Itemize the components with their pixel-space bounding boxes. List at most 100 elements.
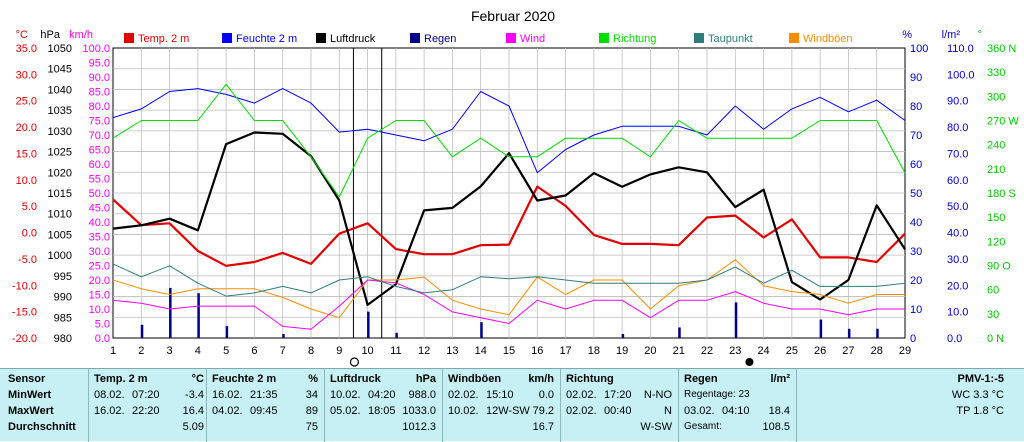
- x-tick-label: 11: [390, 345, 401, 357]
- rain-bar: [876, 328, 879, 338]
- tick-label: 985: [54, 312, 72, 324]
- tick-label: -10.0: [12, 280, 37, 292]
- tick-label: 1030: [48, 126, 72, 138]
- moon-icon: [349, 357, 360, 367]
- legend-swatch: [694, 33, 704, 43]
- moon-icon: [745, 358, 754, 366]
- tick-label: 30: [910, 246, 922, 258]
- tick-label: 70.0: [89, 130, 110, 142]
- tick-label: 20.0: [947, 280, 968, 292]
- tick-label: 180 S: [987, 188, 1016, 200]
- axis-unit: °C: [16, 29, 28, 41]
- rain-bar: [819, 319, 823, 338]
- humidity-min-date: 16.02.: [212, 389, 243, 401]
- x-tick-label: 29: [899, 345, 911, 357]
- rain-max-date: 03.02.: [684, 405, 715, 417]
- pmv-title: PMV-1:-5: [957, 373, 1004, 385]
- legend-label: Temp. 2 m: [138, 33, 189, 45]
- tick-label: 40.0: [89, 217, 110, 229]
- rain-unit: l/m²: [770, 373, 790, 385]
- x-tick-label: 9: [336, 345, 342, 357]
- tick-label: 70.0: [947, 148, 968, 160]
- rain-bar: [621, 334, 625, 338]
- tick-label: 50.0: [89, 188, 110, 200]
- tick-label: 65.0: [89, 145, 110, 157]
- humidity-avg: 75: [305, 421, 318, 433]
- tick-label: 20.0: [16, 122, 37, 134]
- tick-label: 995: [54, 271, 72, 283]
- tick-label: 35.0: [89, 232, 110, 244]
- pressure-avg: 1012.3: [402, 421, 436, 433]
- gust-max-value: 79.2: [532, 405, 554, 417]
- tick-label: 0.0: [947, 333, 962, 345]
- x-tick-label: 21: [673, 345, 685, 357]
- tick-label: 45.0: [89, 203, 110, 215]
- tick-label: 60: [987, 285, 999, 297]
- direction-title: Richtung: [566, 373, 614, 385]
- tick-label: 30.0: [16, 69, 37, 81]
- x-tick-label: 2: [138, 345, 144, 357]
- tick-label: 980: [54, 333, 72, 345]
- temp-min-time: 07:20: [132, 389, 160, 401]
- axis-unit: °: [978, 29, 982, 41]
- tick-label: 20: [910, 275, 922, 287]
- gust-min-value: 0.0: [538, 389, 554, 401]
- x-tick-label: 22: [701, 345, 713, 357]
- series-line: [112, 263, 906, 297]
- gust-max-time: 12W-SW: [486, 405, 530, 417]
- x-tick-label: 27: [842, 345, 854, 357]
- humidity-min-time: 21:35: [250, 389, 278, 401]
- pressure-title: Luftdruck: [330, 373, 381, 385]
- direction-min-time: 17:20: [604, 389, 632, 401]
- series-lines: [112, 83, 906, 330]
- humidity-max-date: 04.02.: [212, 405, 243, 417]
- x-tick-label: 8: [308, 345, 314, 357]
- rain-bar: [678, 327, 681, 338]
- tick-label: 1035: [48, 105, 72, 117]
- tick-label: 0.0: [95, 333, 110, 345]
- legend-label: Richtung: [613, 33, 656, 45]
- humidity-unit: %: [308, 373, 318, 385]
- tick-label: 1050: [48, 43, 72, 55]
- tick-label: 1000: [48, 250, 72, 262]
- tick-label: 100.0: [82, 43, 110, 55]
- tick-label: 35.0: [16, 43, 37, 55]
- legend-swatch: [599, 33, 609, 43]
- x-tick-label: 20: [644, 345, 656, 357]
- tick-label: 15.0: [89, 290, 110, 302]
- tick-label: 10.0: [89, 304, 110, 316]
- temp-min-value: -3.4: [185, 389, 204, 401]
- x-tick-label: 19: [616, 345, 628, 357]
- rain-bar: [395, 332, 398, 338]
- rain-max-value: 18.4: [768, 405, 790, 417]
- tick-label: 50: [910, 188, 922, 200]
- rain-bar: [225, 326, 229, 338]
- tick-label: 55.0: [89, 174, 110, 186]
- pressure-min-value: 988.0: [408, 389, 436, 401]
- tick-label: 20.0: [89, 275, 110, 287]
- tick-label: 30: [987, 309, 999, 321]
- x-tick-label: 3: [167, 345, 173, 357]
- weather-chart: Februar 2020 Temp. 2 m Feuchte 2 m Luftdru…: [12, 8, 1019, 367]
- direction-max-value: N: [664, 405, 672, 417]
- legend-label: Wind: [520, 33, 545, 45]
- pressure-min-time: 04:20: [368, 389, 396, 401]
- tick-label: 60.0: [89, 159, 110, 171]
- tick-label: 1015: [48, 188, 72, 200]
- summary-table: Sensor MinWert MaxWert Durchschnitt Temp…: [0, 368, 1024, 442]
- rain-title: Regen: [684, 373, 718, 385]
- tick-label: 10.0: [16, 175, 37, 187]
- direction-max-time: 00:40: [604, 405, 632, 417]
- tick-label: 80.0: [89, 101, 110, 113]
- legend-swatch: [410, 33, 420, 43]
- rain-bar: [140, 324, 144, 338]
- series-line: [112, 279, 905, 330]
- gust-unit: km/h: [528, 373, 554, 385]
- tick-label: 0: [910, 333, 916, 345]
- tick-label: 30.0: [89, 246, 110, 258]
- right-axes: 1009080706050403020100110.0100.090.080.0…: [910, 43, 1019, 345]
- humidity-max-value: 89: [305, 405, 318, 417]
- tick-label: -5.0: [18, 254, 37, 266]
- x-tick-label: 24: [757, 345, 769, 357]
- tick-label: 60.0: [947, 175, 968, 187]
